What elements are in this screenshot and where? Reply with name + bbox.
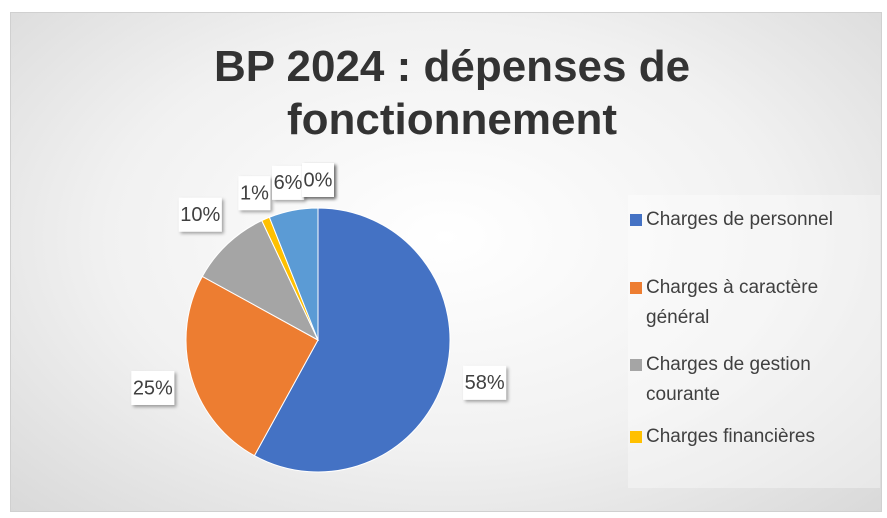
pie-slice (201, 219, 320, 342)
chart-area (10, 12, 882, 512)
data-label: 1% (240, 182, 269, 204)
pie-slice (185, 275, 319, 457)
chart-title: BP 2024 : dépenses de fonctionnement (213, 42, 691, 144)
legend-item: Charges de gestion courante (630, 350, 886, 410)
legend-swatch (630, 431, 642, 443)
legend: Charges de personnel Charges à caractère … (628, 195, 880, 488)
legend-label: Charges de gestion courante (646, 354, 811, 405)
legend-item: Charges à caractère général (630, 273, 886, 333)
data-label-box (463, 365, 507, 400)
data-label: 58% (465, 372, 505, 394)
data-label-box (272, 165, 305, 200)
data-label: 25% (133, 377, 173, 399)
legend-swatch (630, 282, 642, 294)
pie-slice (253, 207, 451, 473)
legend-swatch (630, 214, 642, 226)
legend-label: Charges de personnel (646, 209, 833, 230)
data-label-box (238, 176, 271, 211)
data-label: 10% (180, 204, 220, 226)
legend-swatch (630, 359, 642, 371)
legend-item: Charges financières (630, 422, 886, 452)
data-label-box (131, 370, 175, 405)
data-label-box (178, 197, 222, 232)
data-label: 6% (274, 172, 303, 194)
data-label-box (302, 163, 334, 197)
data-label: 0% (304, 169, 333, 191)
legend-label: Charges financières (646, 426, 815, 447)
legend-label: Charges à caractère général (646, 277, 819, 328)
legend-item: Charges de personnel (630, 205, 886, 235)
